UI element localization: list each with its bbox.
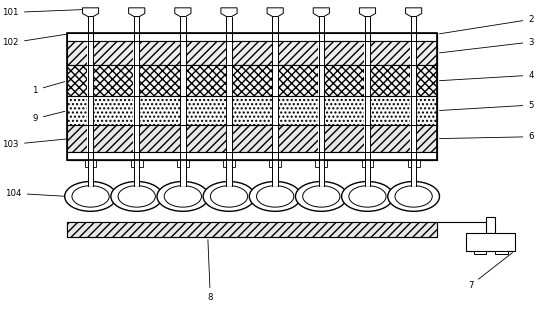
Bar bbox=[496, 251, 508, 255]
Text: 8: 8 bbox=[207, 240, 213, 302]
Circle shape bbox=[111, 182, 163, 211]
Bar bbox=[318, 160, 324, 186]
Bar bbox=[270, 160, 281, 167]
Polygon shape bbox=[405, 8, 422, 16]
Text: 4: 4 bbox=[439, 71, 534, 81]
Bar bbox=[87, 16, 94, 160]
Bar bbox=[134, 16, 140, 160]
Text: 102: 102 bbox=[3, 34, 68, 48]
Polygon shape bbox=[314, 8, 329, 16]
Bar bbox=[411, 160, 416, 186]
Bar bbox=[318, 16, 324, 160]
Circle shape bbox=[342, 182, 393, 211]
Bar bbox=[68, 33, 437, 160]
Bar bbox=[68, 65, 437, 96]
Bar bbox=[364, 16, 371, 160]
Text: 9: 9 bbox=[32, 111, 65, 123]
Bar bbox=[68, 33, 437, 160]
Circle shape bbox=[157, 182, 209, 211]
Bar bbox=[226, 160, 232, 186]
Text: 2: 2 bbox=[439, 15, 534, 34]
Bar bbox=[134, 160, 139, 186]
Circle shape bbox=[295, 182, 347, 211]
Bar bbox=[226, 16, 232, 160]
Bar bbox=[223, 160, 235, 167]
Bar bbox=[68, 223, 437, 237]
Circle shape bbox=[249, 182, 301, 211]
Polygon shape bbox=[175, 8, 191, 16]
Circle shape bbox=[118, 186, 155, 207]
Bar bbox=[365, 160, 370, 186]
Bar bbox=[180, 160, 185, 186]
Bar bbox=[68, 33, 437, 41]
Circle shape bbox=[211, 186, 248, 207]
Bar bbox=[272, 160, 278, 186]
Bar bbox=[88, 160, 94, 186]
Bar bbox=[315, 160, 327, 167]
Circle shape bbox=[256, 186, 294, 207]
Circle shape bbox=[395, 186, 432, 207]
Bar bbox=[68, 41, 437, 65]
Text: 7: 7 bbox=[468, 252, 513, 290]
Bar bbox=[68, 125, 437, 152]
Text: 101: 101 bbox=[3, 8, 85, 17]
Text: 1: 1 bbox=[32, 81, 65, 95]
Polygon shape bbox=[82, 8, 98, 16]
Bar bbox=[486, 217, 496, 233]
Circle shape bbox=[164, 186, 201, 207]
Bar bbox=[68, 223, 437, 237]
Circle shape bbox=[65, 182, 117, 211]
Bar bbox=[131, 160, 142, 167]
Bar bbox=[408, 160, 420, 167]
Circle shape bbox=[388, 182, 439, 211]
Polygon shape bbox=[221, 8, 237, 16]
Bar bbox=[410, 16, 417, 160]
Bar bbox=[68, 152, 437, 160]
Text: 6: 6 bbox=[439, 132, 534, 141]
Text: 103: 103 bbox=[3, 139, 68, 149]
Bar bbox=[180, 16, 186, 160]
Text: 5: 5 bbox=[439, 100, 534, 111]
Polygon shape bbox=[359, 8, 376, 16]
Circle shape bbox=[72, 186, 109, 207]
Bar bbox=[68, 96, 437, 125]
Circle shape bbox=[302, 186, 340, 207]
Bar bbox=[85, 160, 96, 167]
Bar bbox=[466, 233, 515, 251]
Text: 3: 3 bbox=[439, 37, 534, 53]
Bar bbox=[272, 16, 278, 160]
Polygon shape bbox=[267, 8, 283, 16]
Polygon shape bbox=[129, 8, 145, 16]
Bar bbox=[361, 160, 373, 167]
Bar bbox=[474, 251, 486, 255]
Text: 104: 104 bbox=[5, 189, 65, 198]
Circle shape bbox=[349, 186, 386, 207]
Circle shape bbox=[203, 182, 255, 211]
Bar bbox=[177, 160, 189, 167]
